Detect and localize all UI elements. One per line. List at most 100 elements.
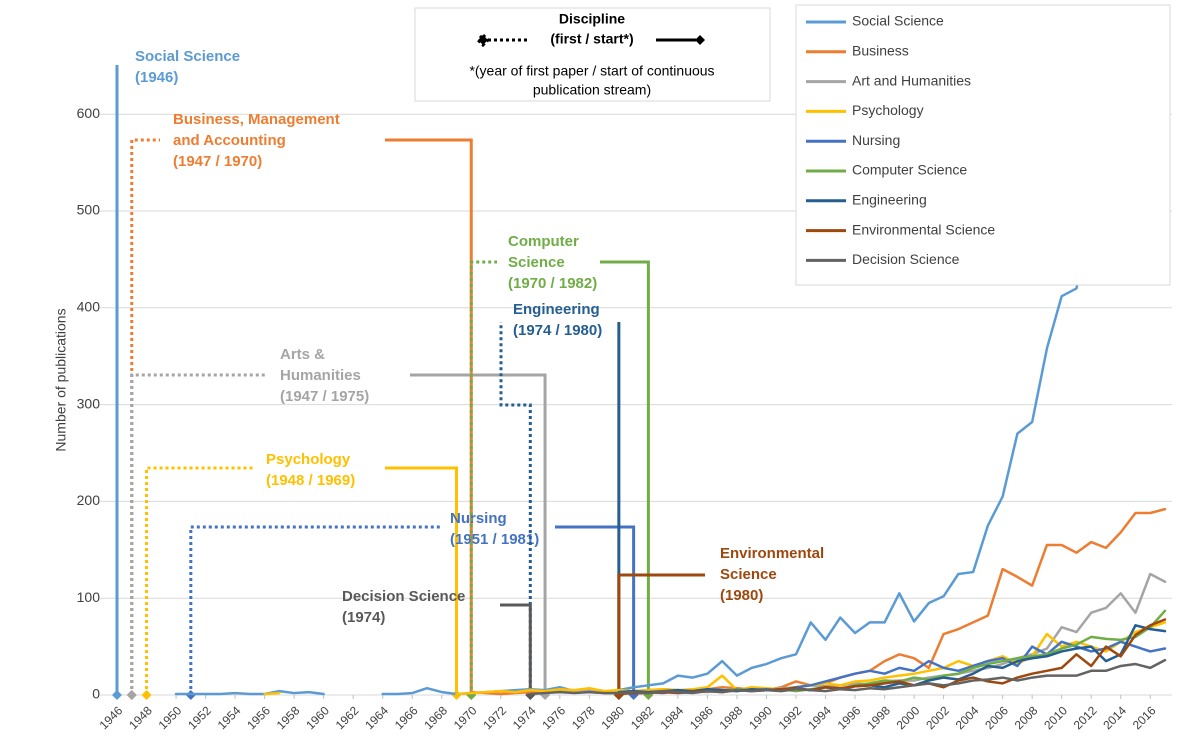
legend-label: Nursing bbox=[852, 132, 900, 148]
start-bracket bbox=[410, 373, 547, 695]
y-axis-label: Number of publications bbox=[53, 308, 69, 451]
annotation-label: Computer bbox=[508, 233, 579, 250]
legend-label: Engineering bbox=[852, 192, 927, 208]
annotation-label: Psychology bbox=[266, 451, 351, 468]
x-tick-label: 1984 bbox=[657, 703, 686, 732]
x-tick-label: 2010 bbox=[1041, 703, 1070, 732]
annotation-label: Engineering bbox=[513, 301, 600, 318]
first-bracket bbox=[189, 525, 440, 695]
first-bracket bbox=[499, 322, 532, 695]
x-tick-label: 1956 bbox=[244, 703, 273, 732]
legend-label: Social Science bbox=[852, 13, 944, 29]
x-tick-label: 1962 bbox=[333, 703, 362, 732]
y-tick-label: 400 bbox=[77, 299, 101, 315]
start-bracket bbox=[385, 466, 458, 695]
legend-label: Psychology bbox=[852, 102, 924, 118]
y-tick-label: 200 bbox=[77, 492, 101, 508]
annotation-label: Nursing bbox=[450, 510, 507, 527]
x-tick-label: 1968 bbox=[421, 703, 450, 732]
x-tick-label: 1998 bbox=[864, 703, 893, 732]
x-tick-label: 1964 bbox=[362, 703, 391, 732]
series-line bbox=[617, 624, 1167, 694]
first-marker bbox=[141, 690, 152, 700]
start-bracket bbox=[617, 573, 705, 695]
start-bracket bbox=[500, 603, 532, 695]
annotation-label: (1947 / 1970) bbox=[173, 153, 262, 170]
x-tick-label: 2006 bbox=[982, 703, 1011, 732]
first-bracket bbox=[130, 373, 265, 695]
key-note: *(year of first paper / start of continu… bbox=[469, 63, 714, 79]
annotation-label: (1970 / 1982) bbox=[508, 275, 597, 292]
x-tick-label: 1996 bbox=[835, 703, 864, 732]
x-tick-label: 1976 bbox=[539, 703, 568, 732]
legend-label: Computer Science bbox=[852, 162, 967, 178]
first-marker bbox=[112, 690, 122, 700]
y-tick-label: 500 bbox=[77, 202, 101, 218]
annotation-label: Social Science bbox=[135, 48, 240, 65]
key-first-symbol bbox=[475, 32, 528, 48]
key-label: (first / start*) bbox=[550, 31, 633, 47]
x-tick-label: 2000 bbox=[894, 703, 923, 732]
x-tick-label: 1990 bbox=[746, 703, 775, 732]
series-line bbox=[174, 83, 1167, 696]
annotation-label: (1947 / 1975) bbox=[280, 388, 369, 405]
x-tick-label: 1948 bbox=[126, 703, 155, 732]
start-bracket bbox=[385, 138, 473, 695]
x-tick-label: 1954 bbox=[215, 703, 244, 732]
y-tick-label: 0 bbox=[92, 686, 100, 702]
x-tick-label: 1958 bbox=[274, 703, 303, 732]
annotation-label: (1948 / 1969) bbox=[266, 472, 355, 489]
legend-label: Environmental Science bbox=[852, 221, 995, 237]
first-bracket bbox=[469, 260, 497, 695]
annotation-label: Arts & bbox=[280, 346, 325, 363]
annotation-label: (1980) bbox=[720, 587, 763, 604]
annotation-label: Decision Science bbox=[342, 588, 465, 605]
annotation-label: Humanities bbox=[280, 367, 361, 384]
legend-box bbox=[795, 4, 1171, 286]
annotation-label: (1946) bbox=[135, 69, 178, 86]
first-bracket bbox=[145, 466, 255, 695]
x-tick-label: 2002 bbox=[923, 703, 952, 732]
x-tick-label: 1982 bbox=[628, 703, 657, 732]
x-tick-label: 1986 bbox=[687, 703, 716, 732]
annotation-label: Science bbox=[720, 566, 777, 583]
x-tick-label: 2014 bbox=[1100, 703, 1129, 732]
annotation-label: (1974 / 1980) bbox=[513, 322, 602, 339]
key-box bbox=[414, 7, 771, 102]
x-tick-label: 2008 bbox=[1012, 703, 1041, 732]
y-tick-label: 300 bbox=[77, 395, 101, 411]
key-title: Discipline bbox=[559, 11, 625, 27]
series-line bbox=[470, 507, 1167, 696]
x-tick-label: 1946 bbox=[97, 703, 126, 732]
annotation-label: and Accounting bbox=[173, 132, 286, 149]
start-bracket bbox=[555, 525, 636, 695]
start-bracket bbox=[600, 260, 650, 695]
first-marker bbox=[126, 690, 137, 700]
annotation-label: Science bbox=[508, 254, 565, 271]
x-tick-label: 1970 bbox=[451, 703, 480, 732]
x-tick-label: 1966 bbox=[392, 703, 421, 732]
annotation-label: Environmental bbox=[720, 545, 824, 562]
annotation-label: (1974) bbox=[342, 609, 385, 626]
legend-label: Decision Science bbox=[852, 251, 960, 267]
x-tick-label: 2012 bbox=[1071, 703, 1100, 732]
y-tick-label: 600 bbox=[77, 105, 101, 121]
key-note: publication stream) bbox=[533, 82, 651, 98]
x-tick-label: 1972 bbox=[480, 703, 509, 732]
x-tick-label: 1960 bbox=[303, 703, 332, 732]
x-tick-label: 1978 bbox=[569, 703, 598, 732]
x-tick-label: 1950 bbox=[156, 703, 185, 732]
first-bracket bbox=[130, 138, 160, 695]
x-tick-label: 1974 bbox=[510, 703, 539, 732]
x-tick-label: 1994 bbox=[805, 703, 834, 732]
series-line bbox=[529, 658, 1167, 696]
x-tick-label: 1988 bbox=[717, 703, 746, 732]
y-tick-label: 100 bbox=[77, 589, 101, 605]
x-tick-label: 2016 bbox=[1130, 703, 1159, 732]
key-start-diamond bbox=[695, 35, 705, 45]
x-tick-label: 1952 bbox=[185, 703, 214, 732]
x-tick-label: 1980 bbox=[598, 703, 627, 732]
annotation-label: (1951 / 1981) bbox=[450, 531, 539, 548]
legend-label: Art and Humanities bbox=[852, 72, 971, 88]
